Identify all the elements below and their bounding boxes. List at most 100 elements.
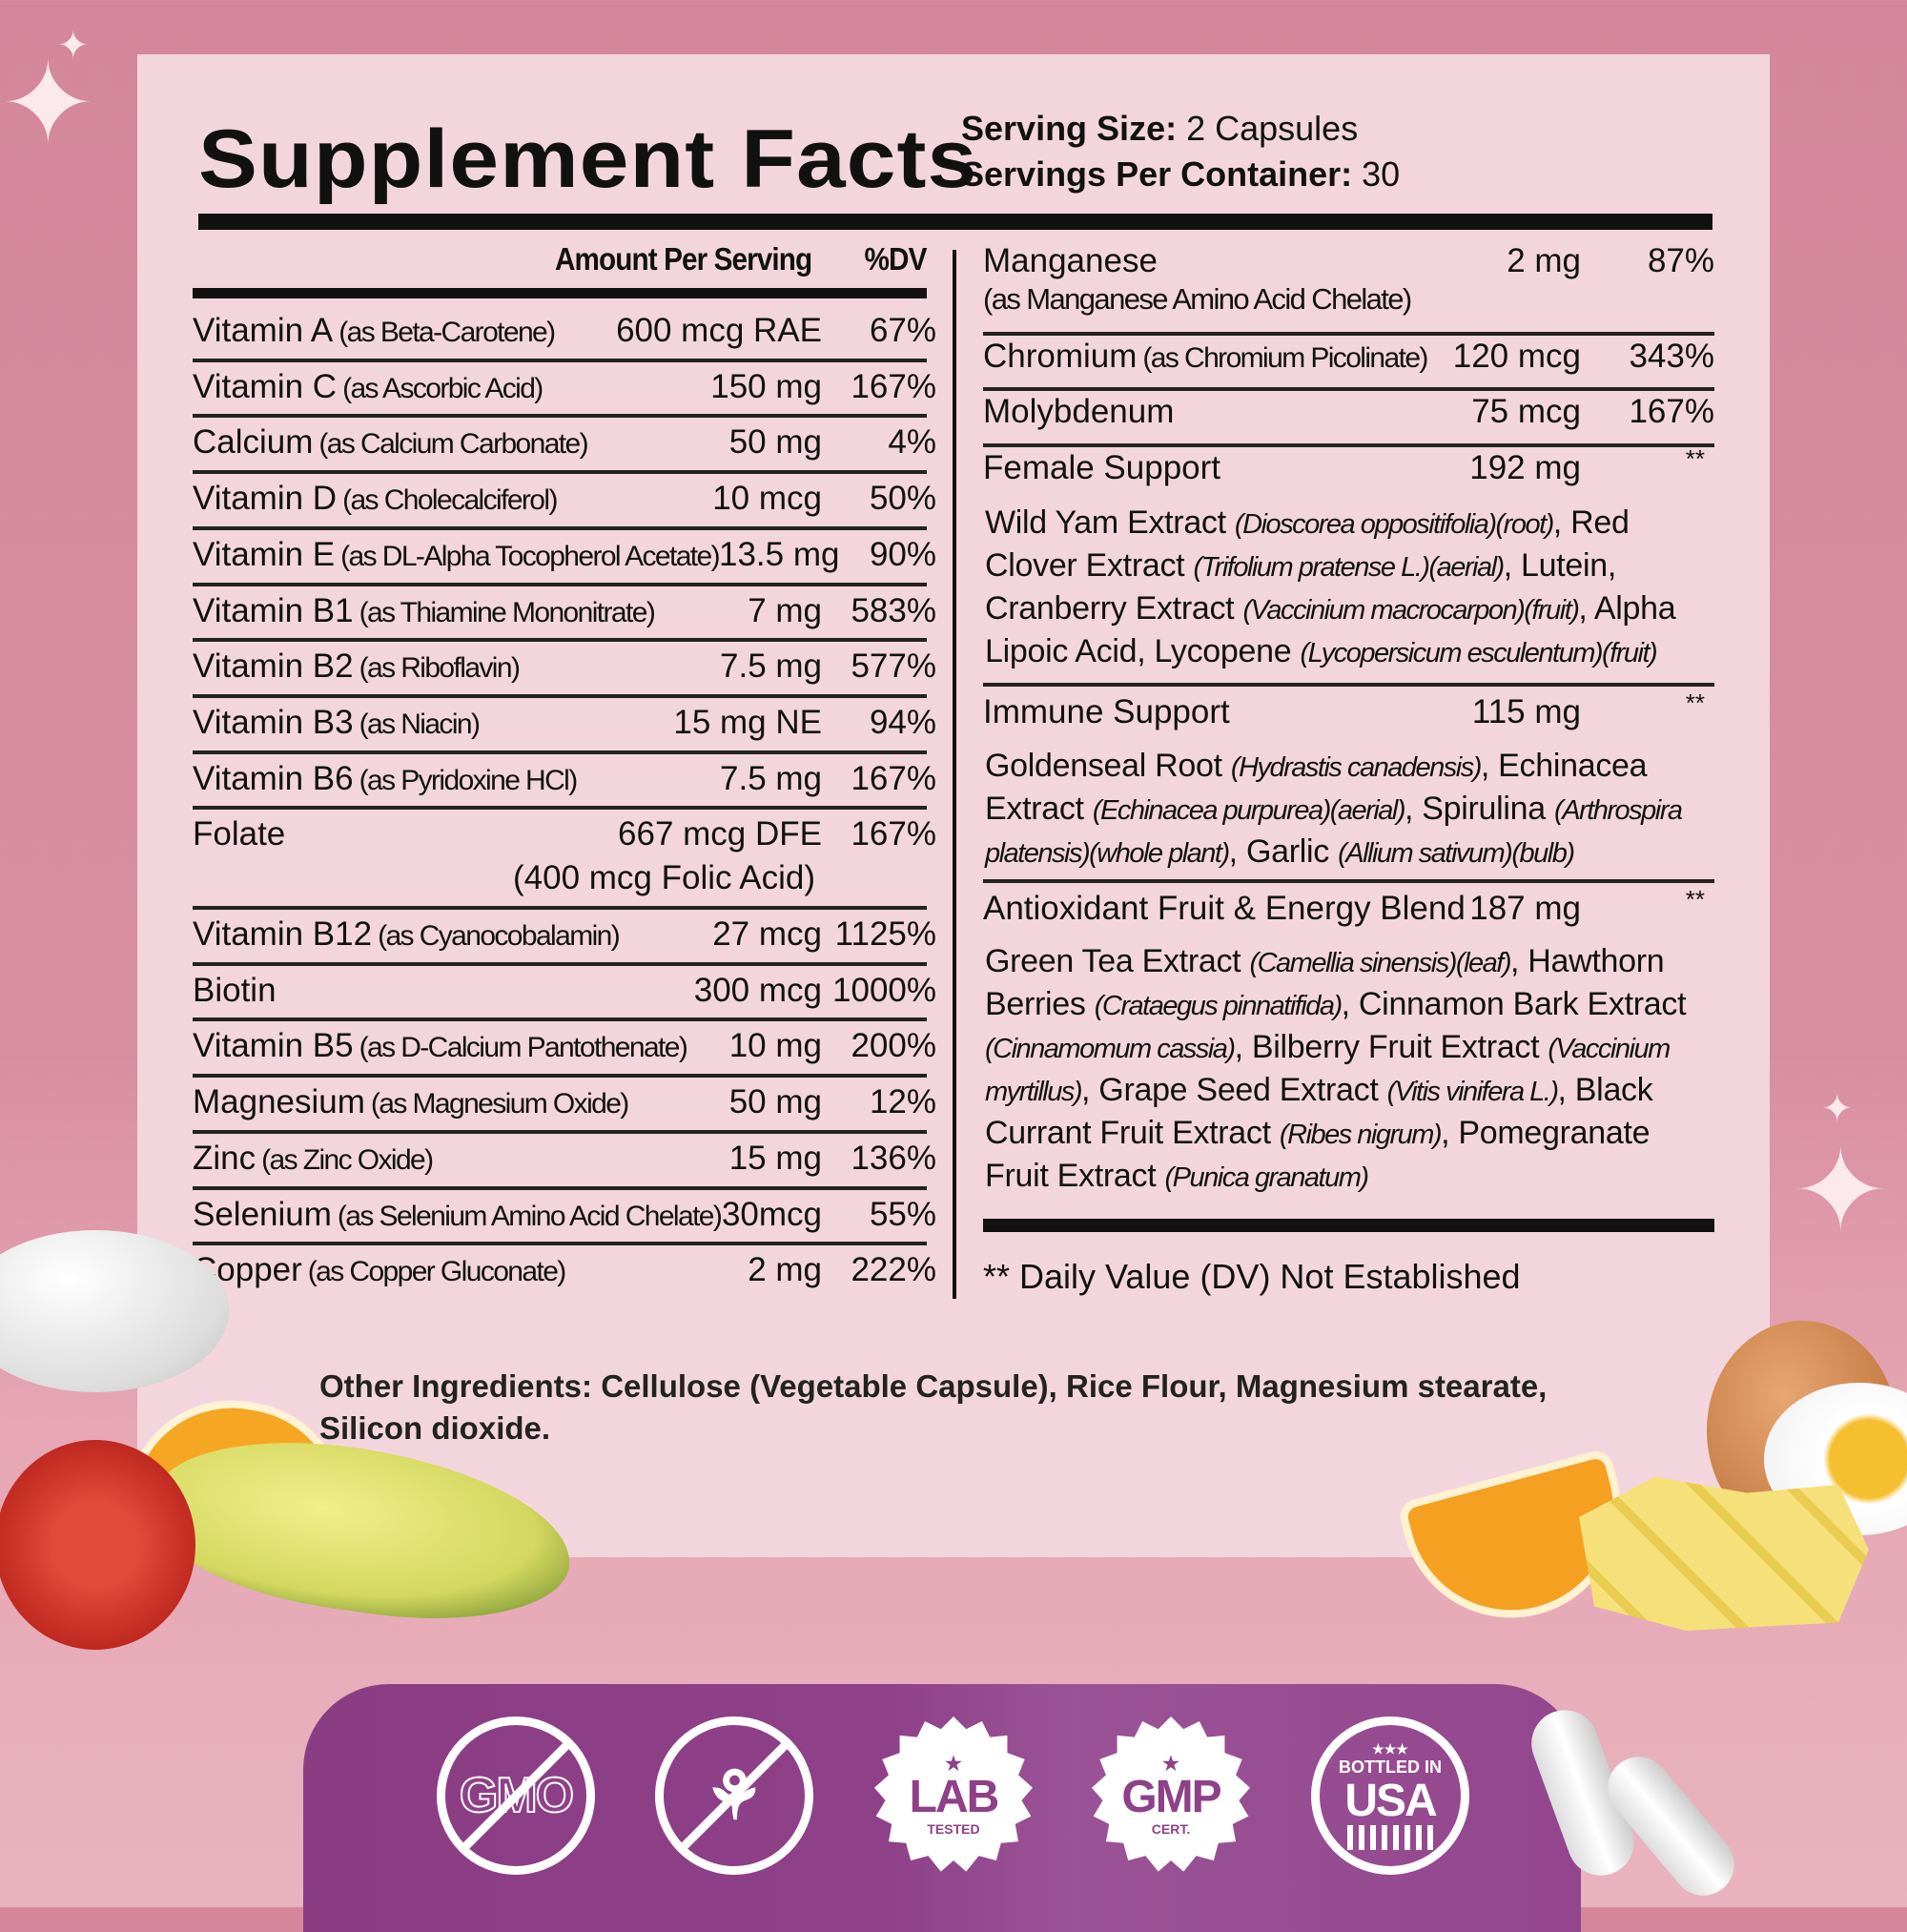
nutrient-amount-detail: (400 mcg Folic Acid) — [513, 859, 816, 897]
nutrient-amount: 30mcg — [721, 1195, 822, 1233]
row-divider — [983, 443, 1714, 447]
badge-text: GMP — [1121, 1772, 1221, 1822]
table-row: Chromium (as Chromium Picolinate) 120 mcg 3… — [983, 333, 1714, 380]
nutrient-source: (as Manganese Amino Acid Chelate) — [983, 282, 1412, 316]
nutrient-label: Vitamin B3 — [193, 703, 354, 741]
nutrient-name: Antioxidant Fruit & Energy Blend — [983, 890, 1469, 928]
nutrient-source: (as Riboflavin) — [359, 652, 521, 685]
nutrient-label: Molybdenum — [983, 393, 1175, 430]
botanical-name: (Camellia sinensis)(leaf) — [1249, 948, 1511, 978]
botanical-name: (Allium sativum)(bulb) — [1338, 838, 1575, 869]
row-divider — [983, 683, 1714, 687]
botanical-name: (Punica granatum) — [1164, 1162, 1370, 1193]
cheese-cubes-image — [1579, 1476, 1869, 1631]
sparkle-icon: ✦ — [57, 25, 90, 67]
servings-per-container: Servings Per Container: 30 — [961, 154, 1400, 195]
table-row: Copper (as Copper Gluconate) 2 mg 222% — [193, 1246, 936, 1294]
row-divider — [193, 693, 927, 698]
stripes-icon — [1347, 1825, 1433, 1850]
stars-icon: ★★★ — [1372, 1741, 1408, 1757]
table-row: Vitamin B3 (as Niacin) 15 mg NE 94% — [193, 699, 936, 747]
nutrient-source: (as DL-Alpha Tocopherol Acetate) — [340, 540, 720, 572]
nutrient-source: (as Beta-Carotene) — [338, 317, 556, 348]
other-ingredients: Other Ingredients: Cellulose (Vegetable … — [319, 1366, 1635, 1449]
nutrient-dv: 4% — [888, 423, 936, 462]
table-row: Selenium (as Selenium Amino Acid Chelate)… — [193, 1191, 936, 1239]
nutrient-dv: 94% — [869, 703, 936, 741]
row-divider — [193, 961, 927, 966]
nutrient-amount: 15 mg — [728, 1139, 822, 1177]
nutrient-dv: 90% — [869, 535, 936, 573]
nutrient-dv: 50% — [869, 480, 936, 518]
nutrient-name: Vitamin A (as Beta-Carotene) — [193, 312, 616, 350]
botanical-name: (Hydrastis canadensis) — [1230, 752, 1482, 783]
sparkle-icon: ✦ — [0, 40, 96, 168]
row-divider — [193, 582, 927, 586]
footnote: ** Daily Value (DV) Not Established — [983, 1257, 1521, 1296]
servings-value: 30 — [1362, 154, 1401, 194]
ingredient-name: , Echinacea Extract — [985, 748, 1648, 827]
nutrient-name: Selenium (as Selenium Amino Acid Chelate) — [193, 1196, 723, 1234]
nutrient-name: Female Support — [983, 449, 1469, 487]
powder-bowl-image — [0, 1230, 229, 1392]
table-row: Zinc (as Zinc Oxide) 15 mg 136% — [193, 1135, 936, 1182]
nutrient-name: Vitamin B12 (as Cyanocobalamin) — [193, 915, 712, 954]
nutrient-label: Vitamin E — [193, 535, 336, 573]
star-icon: ★ — [1162, 1754, 1179, 1775]
badge-subtext: TESTED — [927, 1821, 980, 1837]
nutrient-amount: 10 mcg — [712, 480, 822, 518]
non-gmo-icon: GMO — [437, 1716, 595, 1875]
nutrient-label: Vitamin B5 — [193, 1027, 354, 1065]
dv-header: %DV — [864, 241, 928, 277]
nutrient-dv: ** — [1685, 689, 1705, 717]
botanical-name: (Vitis vinifera L.) — [1386, 1077, 1559, 1107]
nutrient-dv: 583% — [851, 591, 936, 629]
row-divider — [193, 1185, 927, 1190]
nutrient-name: Vitamin B2 (as Riboflavin) — [193, 647, 720, 686]
nutrient-label: Manganese — [983, 242, 1158, 279]
nutrient-amount: 13.5 mg — [719, 535, 840, 573]
ingredient-name: Wild Yam Extract — [985, 504, 1235, 541]
nutrient-amount: 50 mg — [728, 1083, 822, 1121]
nutrient-dv: 1000% — [832, 971, 936, 1009]
nutrient-dv: 577% — [851, 647, 936, 686]
other-ingredients-text: Cellulose (Vegetable Capsule), Rice Flou… — [319, 1368, 1548, 1446]
nutrient-name: Magnesium (as Magnesium Oxide) — [193, 1083, 729, 1121]
left-column-header: Amount Per Serving %DV — [193, 238, 931, 280]
serving-size-value: 2 Capsules — [1186, 109, 1359, 148]
ingredient-list: Wild Yam Extract (Dioscorea oppositifoli… — [985, 503, 1710, 674]
nutrient-amount: 27 mcg — [712, 915, 822, 953]
nutrient-name: Manganese — [983, 242, 1507, 280]
table-row: Calcium (as Calcium Carbonate) 50 mg 4% — [193, 419, 936, 466]
nutrient-name: Vitamin C (as Ascorbic Acid) — [193, 368, 710, 406]
nutrient-dv: 136% — [851, 1139, 936, 1177]
nutrient-dv: 222% — [851, 1251, 936, 1289]
nutrient-amount: 150 mg — [710, 367, 822, 405]
nutrient-label: Vitamin B6 — [193, 759, 354, 797]
nutrient-dv: 200% — [851, 1027, 936, 1065]
header-divider — [193, 288, 927, 298]
nutrient-amount: 75 mcg — [1471, 393, 1581, 430]
botanical-name: (Dioscorea oppositifolia)(root) — [1234, 509, 1554, 540]
badge-text: LAB — [909, 1772, 1000, 1822]
nutrient-source: (as Chromium Picolinate) — [1142, 342, 1428, 374]
nutrient-amount: 2 mg — [1507, 242, 1581, 279]
table-row: Biotin 300 mcg 1000% — [193, 967, 936, 1015]
nutrient-name: Vitamin B6 (as Pyridoxine HCl) — [193, 760, 720, 798]
botanical-name: (Cinnamomum cassia) — [985, 1034, 1236, 1064]
row-divider — [983, 387, 1714, 391]
nutrient-label: Vitamin B1 — [193, 591, 354, 629]
nutrient-dv: 167% — [1629, 393, 1714, 430]
nutrient-name: Molybdenum — [983, 393, 1471, 431]
row-divider — [193, 1017, 927, 1022]
badge-top-text: BOTTLED IN — [1339, 1757, 1442, 1777]
nutrient-label: Female Support — [983, 449, 1221, 486]
serving-size-label: Serving Size: — [961, 109, 1178, 148]
nutrient-name: Zinc (as Zinc Oxide) — [193, 1140, 729, 1178]
nutrient-amount: 300 mcg — [693, 971, 822, 1009]
ingredient-name: Goldenseal Root — [985, 748, 1231, 784]
other-ingredients-label: Other Ingredients: — [319, 1368, 593, 1404]
page-title: Supplement Facts — [198, 113, 978, 205]
nutrient-label: Vitamin C — [193, 367, 338, 405]
nutrient-name: Immune Support — [983, 693, 1472, 731]
